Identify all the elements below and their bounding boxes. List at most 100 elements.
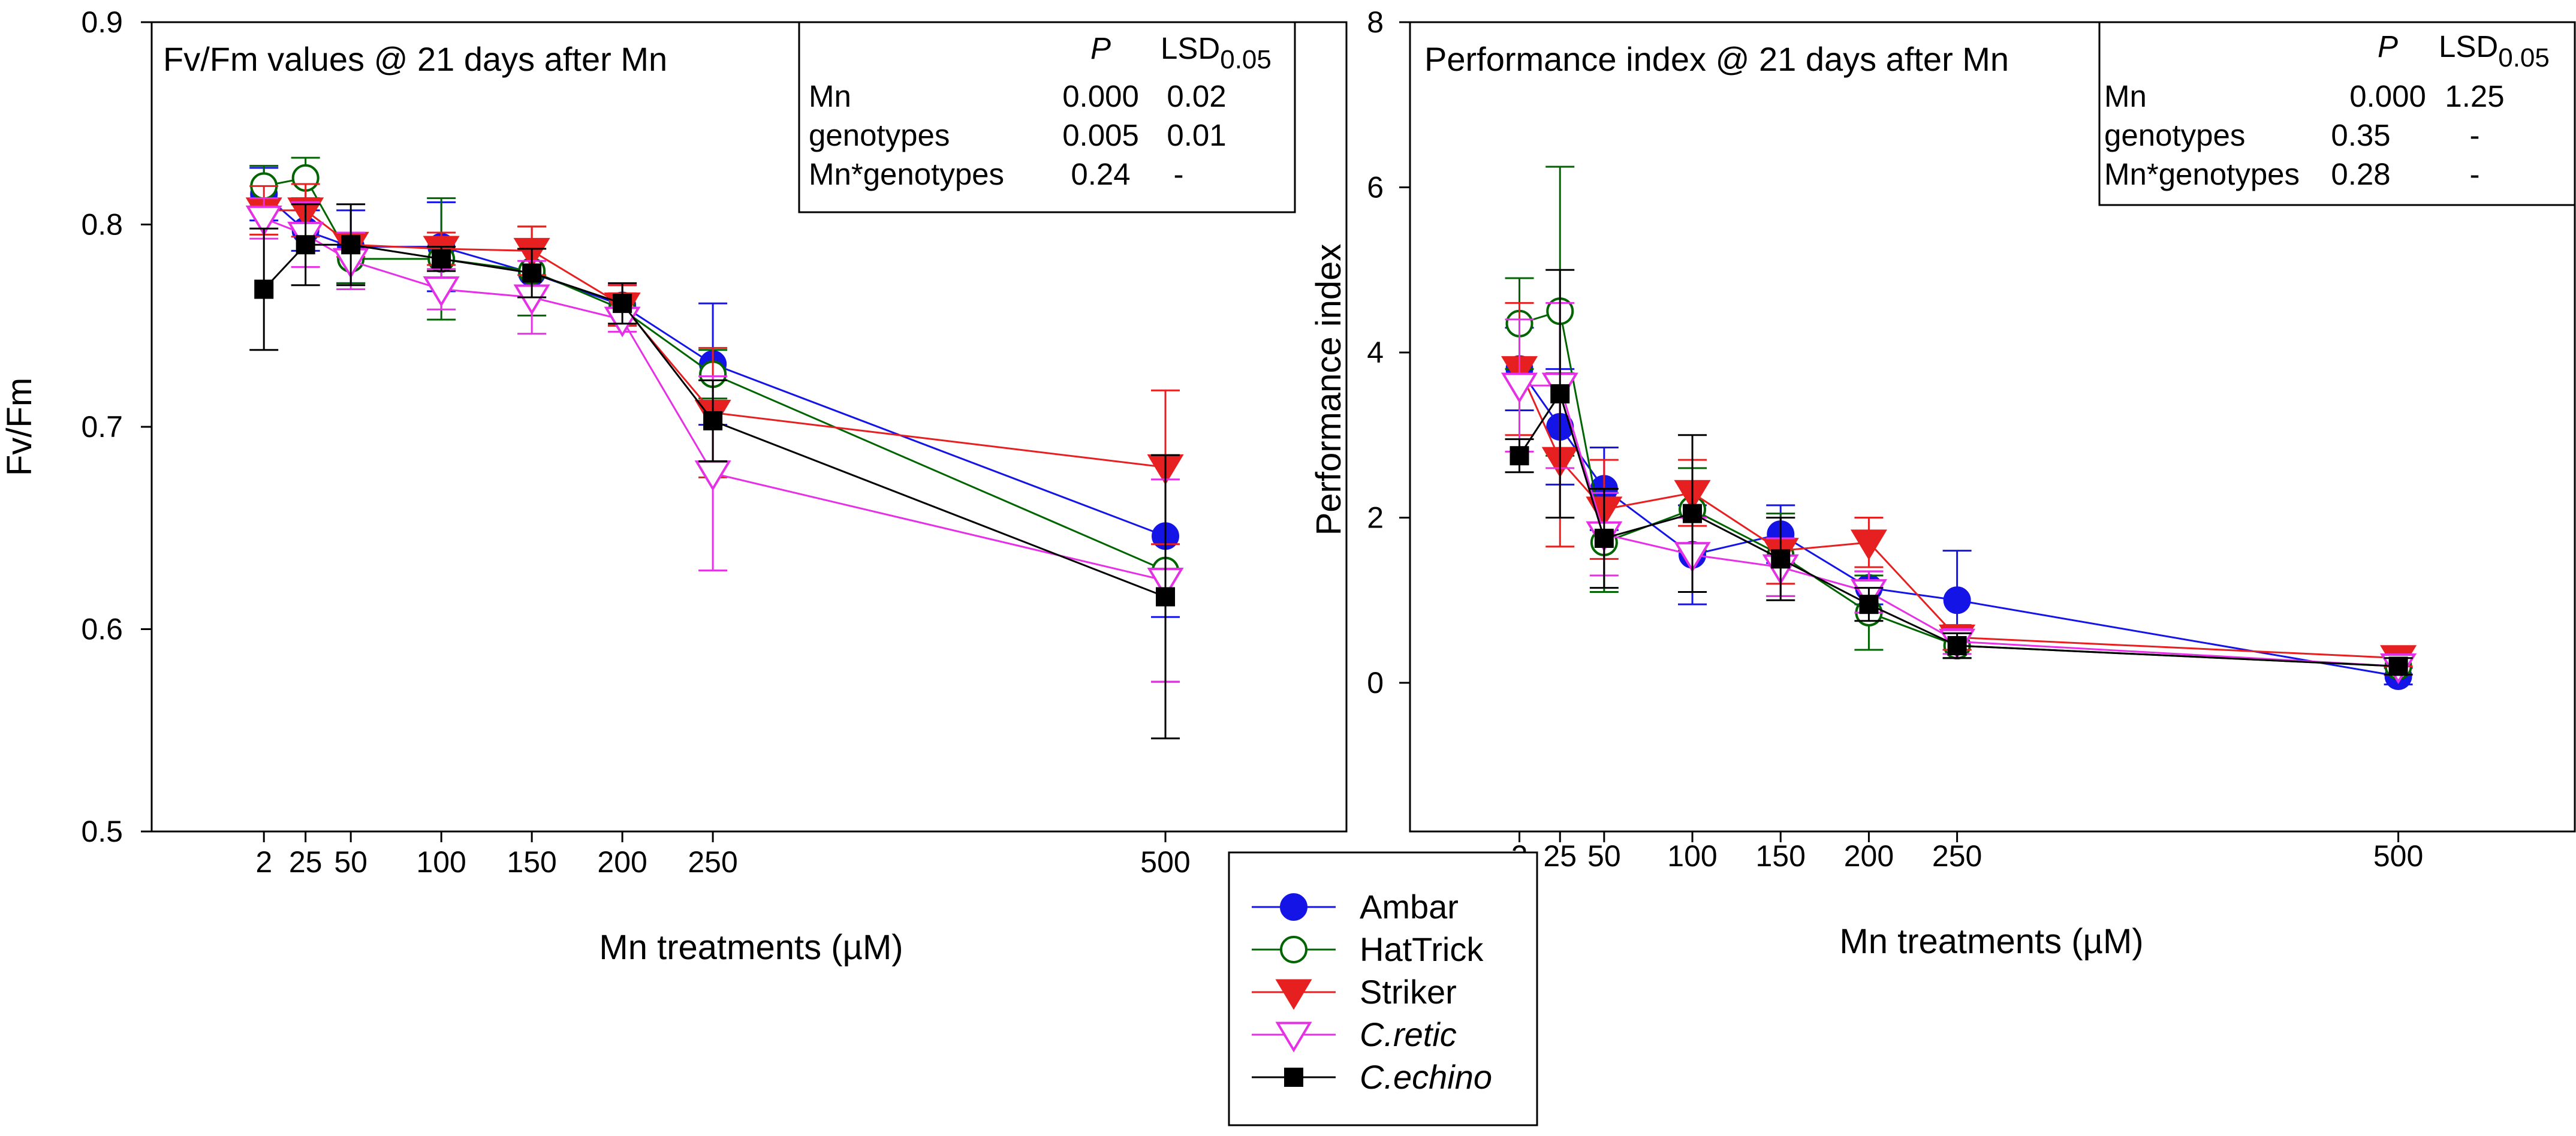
fvfm-stats-p-value: 0.000 bbox=[1062, 79, 1139, 113]
fvfm-stats-lsd-label: LSD bbox=[1161, 31, 1220, 65]
pi-plot-frame bbox=[1409, 21, 2576, 833]
pi-y-tick-label: 6 bbox=[1367, 171, 1384, 204]
legend-label: Ambar bbox=[1360, 888, 1459, 926]
fvfm-panel-title: Fv/Fm values @ 21 days after Mn bbox=[163, 40, 667, 78]
fvfm-series-c-echino bbox=[249, 203, 1180, 740]
pi-point-striker bbox=[1850, 529, 1887, 561]
legend-marker bbox=[1280, 936, 1307, 963]
pi-panel: Performance index @ 21 days after Mn Mn … bbox=[1309, 5, 2576, 961]
fvfm-x-tick-label: 25 bbox=[289, 845, 323, 879]
fvfm-x-tick-label: 50 bbox=[334, 845, 367, 879]
pi-stats-row-label: Mn bbox=[2104, 79, 2147, 113]
fvfm-stats-lsd-value: 0.01 bbox=[1167, 118, 1226, 152]
fvfm-point-c-echino bbox=[522, 263, 542, 283]
legend-marker bbox=[1284, 1068, 1303, 1087]
fvfm-point-c-echino bbox=[254, 279, 274, 299]
legend-label: Striker bbox=[1360, 973, 1457, 1011]
fvfm-stats-p-value: 0.005 bbox=[1062, 118, 1139, 152]
fvfm-stats-lsd-value: - bbox=[1174, 157, 1184, 191]
legend-entry-striker: Striker bbox=[1252, 973, 1457, 1011]
legend-label: C.echino bbox=[1360, 1058, 1492, 1096]
fvfm-stats-table: P LSD0.05 Mn 0.000 0.02 genotypes 0.005 … bbox=[798, 21, 1296, 213]
legend-marker bbox=[1280, 893, 1307, 921]
pi-stats-row-label: Mn*genotypes bbox=[2104, 157, 2300, 191]
pi-stats-table: P LSD0.05 Mn 0.000 1.25 genotypes 0.35 -… bbox=[2098, 21, 2576, 206]
pi-stats-lsd-header: LSD0.05 bbox=[2439, 29, 2550, 73]
fvfm-stats-p-value: 0.24 bbox=[1071, 157, 1130, 191]
fvfm-stats-row-label: Mn*genotypes bbox=[809, 157, 1004, 191]
fvfm-x-axis-title: Mn treatments (µM) bbox=[599, 928, 903, 967]
pi-stats-p-value: 0.35 bbox=[2331, 118, 2390, 152]
fvfm-y-tick-label: 0.5 bbox=[81, 815, 123, 848]
fvfm-point-c-retic bbox=[423, 276, 460, 308]
pi-series bbox=[1501, 165, 2417, 691]
pi-line-c-echino bbox=[1519, 391, 2399, 667]
pi-point-c-echino bbox=[1594, 528, 1614, 548]
fvfm-point-c-echino bbox=[341, 235, 361, 255]
pi-point-c-echino bbox=[2388, 656, 2408, 676]
fvfm-x-tick-label: 500 bbox=[1140, 845, 1190, 879]
pi-x-tick-label: 200 bbox=[1844, 839, 1894, 873]
legend-marker bbox=[1275, 1022, 1312, 1053]
fvfm-x-tick-label: 250 bbox=[688, 845, 737, 879]
pi-point-c-echino bbox=[1771, 549, 1791, 569]
fvfm-stats-p-header: P bbox=[1090, 31, 1111, 65]
pi-point-ambar bbox=[1943, 586, 1971, 614]
fvfm-stats-row-label: genotypes bbox=[809, 118, 950, 152]
pi-x-tick-label: 25 bbox=[1543, 839, 1577, 873]
fvfm-line-hattrick bbox=[263, 177, 1166, 572]
pi-stats-p-value: 0.000 bbox=[2349, 79, 2426, 113]
fvfm-stats-lsd-value: 0.02 bbox=[1167, 79, 1226, 113]
pi-stats-lsd-value: - bbox=[2470, 157, 2480, 191]
fvfm-x-tick-label: 200 bbox=[597, 845, 647, 879]
legend-entry-c-retic: C.retic bbox=[1252, 1016, 1457, 1053]
pi-panel-title: Performance index @ 21 days after Mn bbox=[1424, 40, 2009, 78]
fvfm-point-c-echino bbox=[613, 294, 632, 314]
fvfm-point-c-echino bbox=[432, 249, 451, 269]
fvfm-point-c-retic bbox=[245, 205, 282, 236]
fvfm-y-tick-label: 0.9 bbox=[81, 5, 123, 39]
fvfm-stats-row-label: Mn bbox=[809, 79, 851, 113]
pi-y-axis-title: Performance index bbox=[1309, 244, 1348, 536]
legend-entry-ambar: Ambar bbox=[1252, 888, 1459, 926]
pi-point-c-retic bbox=[1501, 372, 1538, 403]
pi-point-c-echino bbox=[1510, 446, 1529, 466]
fvfm-y-tick-label: 0.6 bbox=[81, 613, 123, 646]
legend-label: HatTrick bbox=[1360, 930, 1484, 968]
pi-x-axis-title: Mn treatments (µM) bbox=[1839, 922, 2143, 961]
pi-x-tick-label: 100 bbox=[1667, 839, 1717, 873]
pi-y-tick-label: 4 bbox=[1367, 336, 1384, 369]
pi-point-c-echino bbox=[1947, 636, 1967, 656]
legend-entries: Ambar HatTrick Striker C.retic C.echino bbox=[1252, 888, 1492, 1096]
pi-stats-row-label: genotypes bbox=[2104, 118, 2245, 152]
fvfm-line-striker bbox=[264, 209, 1166, 468]
pi-stats-p-value: 0.28 bbox=[2331, 157, 2390, 191]
legend-entry-hattrick: HatTrick bbox=[1252, 930, 1484, 968]
fvfm-y-tick-label: 0.8 bbox=[81, 208, 123, 242]
pi-stats-lsd-value: - bbox=[2470, 118, 2480, 152]
fvfm-axis-ticks: 2 25 50 100 150 200 250 500 0.5 0.6 0.7 0.8 0.9 bbox=[81, 5, 1190, 879]
fvfm-x-tick-label: 2 bbox=[255, 845, 272, 879]
fvfm-series bbox=[245, 156, 1184, 740]
fvfm-stats-lsd-subscript: 0.05 bbox=[1220, 45, 1272, 74]
fvfm-point-c-echino bbox=[296, 235, 315, 255]
pi-x-tick-label: 150 bbox=[1756, 839, 1806, 873]
pi-x-tick-label: 50 bbox=[1587, 839, 1621, 873]
pi-y-tick-label: 0 bbox=[1367, 666, 1384, 700]
pi-axis-ticks: 2255010015020025050002468 bbox=[1367, 5, 2423, 873]
pi-stats-lsd-value: 1.25 bbox=[2445, 79, 2504, 113]
fvfm-panel: Fv/Fm values @ 21 days after Mn Mn treat… bbox=[0, 5, 1348, 967]
pi-point-c-echino bbox=[1550, 384, 1570, 403]
fvfm-stats-lsd-header: LSD0.05 bbox=[1161, 31, 1272, 74]
pi-stats-lsd-subscript: 0.05 bbox=[2498, 43, 2550, 73]
pi-point-c-echino bbox=[1683, 504, 1703, 523]
fvfm-y-tick-label: 0.7 bbox=[81, 410, 123, 444]
pi-stats-lsd-label: LSD bbox=[2439, 29, 2498, 64]
fvfm-x-tick-label: 150 bbox=[507, 845, 556, 879]
pi-point-c-echino bbox=[1859, 595, 1879, 614]
pi-y-tick-label: 8 bbox=[1367, 5, 1384, 39]
legend: Ambar HatTrick Striker C.retic C.echino bbox=[1228, 851, 1538, 1126]
legend-marker bbox=[1275, 979, 1312, 1010]
